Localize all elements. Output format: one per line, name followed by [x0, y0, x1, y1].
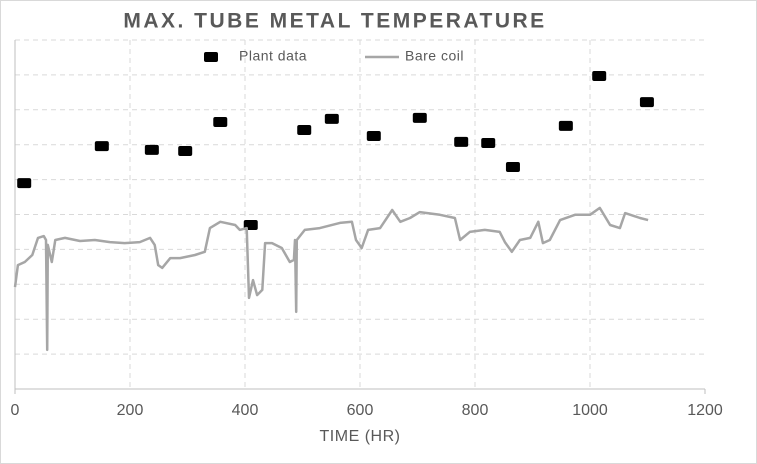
- x-tick-label: 200: [117, 402, 144, 419]
- marker: [558, 120, 573, 131]
- marker: [324, 113, 339, 124]
- marker: [366, 130, 381, 141]
- chart-title: MAX. TUBE METAL TEMPERATURE: [123, 10, 546, 33]
- x-tick-label: 400: [232, 402, 259, 419]
- marker: [178, 145, 193, 156]
- legend-swatch: [204, 52, 218, 62]
- marker: [297, 125, 312, 136]
- marker: [213, 117, 228, 128]
- x-tick-label: 600: [347, 402, 374, 419]
- x-tick-label: 0: [11, 402, 20, 419]
- marker: [592, 70, 607, 81]
- marker: [639, 97, 654, 108]
- marker: [17, 178, 32, 189]
- marker: [481, 137, 496, 148]
- x-axis-title: TIME (HR): [320, 428, 401, 445]
- marker: [505, 162, 520, 173]
- x-tick-label: 1200: [687, 402, 723, 419]
- legend-label: Plant data: [239, 48, 307, 64]
- line: [13, 206, 649, 352]
- legend-label: Bare coil: [405, 48, 464, 64]
- marker: [144, 144, 159, 155]
- x-tick-label: 1000: [572, 402, 608, 419]
- marker: [94, 141, 109, 152]
- marker: [454, 136, 469, 147]
- marker: [412, 112, 427, 123]
- x-tick-label: 800: [462, 402, 489, 419]
